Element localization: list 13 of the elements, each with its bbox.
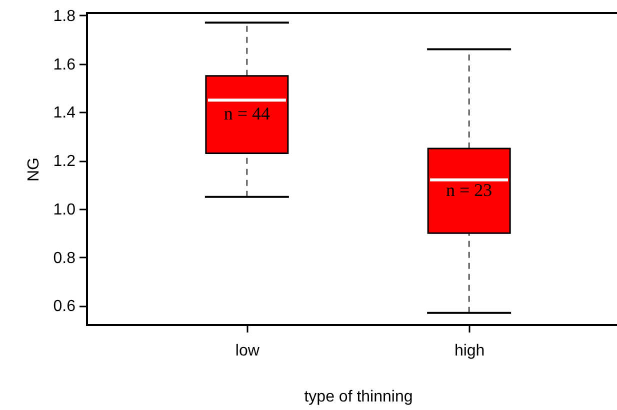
y-tick-label: 1.4 <box>53 104 76 122</box>
y-tick-label: 0.6 <box>53 298 76 316</box>
x-tick-label: low <box>235 342 260 360</box>
y-tick-label: 1.0 <box>53 201 76 218</box>
y-tick-label: 1.6 <box>53 56 76 74</box>
x-axis-title: type of thinning <box>304 388 413 406</box>
annotation: n = 23 <box>446 180 492 200</box>
y-axis-title: NG <box>25 158 42 182</box>
y-tick-label: 1.2 <box>53 153 76 170</box>
y-tick-label: 0.8 <box>53 250 76 267</box>
annotation: n = 44 <box>224 104 270 124</box>
x-tick-label: high <box>454 342 485 360</box>
y-tick-label: 1.8 <box>53 8 76 25</box>
